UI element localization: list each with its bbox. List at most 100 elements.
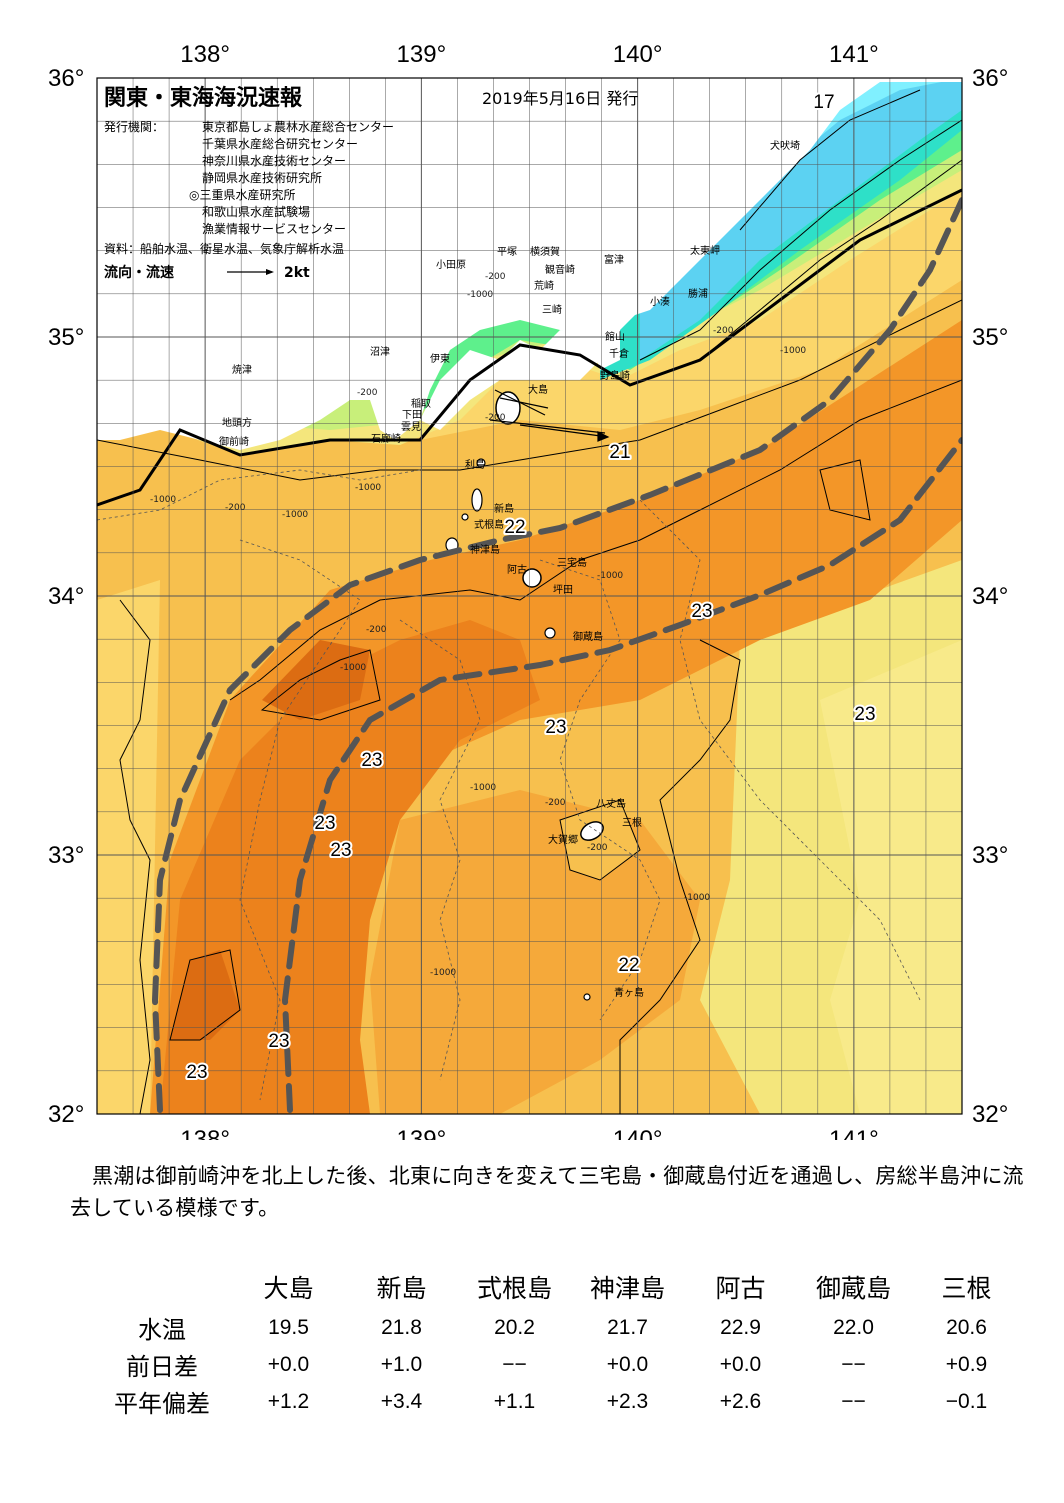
- place-label: 大島: [528, 383, 548, 396]
- lon-label: 138°: [180, 1126, 230, 1140]
- table-cell: +1.2: [267, 1389, 310, 1413]
- depth-label: -1000: [684, 893, 710, 903]
- table-cell: −−: [841, 1352, 866, 1376]
- lon-label: 140°: [613, 41, 663, 68]
- col-header: 御蔵島: [815, 1274, 891, 1303]
- island-niijima: [471, 488, 483, 512]
- island-mikurajima: [544, 627, 556, 639]
- depth-labels: -200 -1000 -200 -1000 -200 -200 -1000 -200 -1000…: [150, 272, 806, 978]
- depth-label: -200: [485, 272, 506, 282]
- table-cell: +2.6: [719, 1389, 762, 1413]
- place-label: 青ヶ島: [614, 986, 644, 999]
- place-label: 三崎: [542, 303, 562, 316]
- land-miura: [555, 160, 605, 270]
- lat-label: 36°: [48, 65, 84, 92]
- row-label: 前日差: [126, 1353, 198, 1381]
- temperature-labels: 17 21 22 23 23 23 23 23 23 22 23 23: [184, 90, 877, 1085]
- depth-label: -200: [357, 388, 378, 398]
- place-label: 伊東: [430, 352, 450, 365]
- table-cell: −0.1: [945, 1389, 988, 1413]
- lat-label: 32°: [972, 1101, 1008, 1128]
- current-arrows: [489, 389, 610, 442]
- place-label: 勝浦: [688, 287, 708, 300]
- lat-label: 34°: [972, 583, 1008, 610]
- place-label: 野島崎: [600, 369, 630, 382]
- depth-contour-3: [399, 619, 481, 1081]
- table-row: 前日差 +0.0 +1.0 −− +0.0 +0.0 −− +0.9: [92, 1346, 1023, 1383]
- issuer-3: 神奈川県水産技術センター: [202, 153, 346, 168]
- temperature-label: 21: [609, 442, 630, 463]
- temperature-label: 23: [186, 1062, 207, 1083]
- place-label: 御前崎: [219, 435, 249, 448]
- kuroshio-axis-inner: [281, 437, 962, 1113]
- isotherm-23-south: [169, 949, 241, 1041]
- isotherm-23-east: [819, 459, 871, 521]
- place-label: 三根: [622, 816, 642, 829]
- table-cell: +1.0: [380, 1352, 423, 1376]
- lat-label: 33°: [48, 842, 84, 869]
- place-label: 観音崎: [545, 263, 575, 276]
- water-band-21: [97, 580, 160, 1114]
- col-header: 阿古: [715, 1274, 766, 1303]
- depth-label: -1000: [467, 290, 493, 300]
- place-label: 小田原: [436, 259, 466, 271]
- current-arrowhead: [597, 431, 610, 442]
- place-label: 犬吠埼: [770, 139, 800, 152]
- table-cell: 19.5: [268, 1315, 309, 1339]
- depth-contour-2: [239, 539, 361, 1101]
- depth-label: -1000: [430, 968, 456, 978]
- water-band-20c: [820, 640, 962, 1114]
- temperature-label: 23: [691, 601, 712, 622]
- current-arrow-2: [499, 397, 549, 409]
- table-cell: +0.0: [606, 1352, 649, 1376]
- place-label: 館山: [605, 330, 625, 343]
- lat-label: 35°: [972, 324, 1008, 351]
- depth-label: -1000: [340, 663, 366, 673]
- temperature-label: 23: [330, 840, 351, 861]
- place-label: 焼津: [232, 364, 252, 376]
- place-label: 地頭方: [222, 416, 252, 429]
- place-label: 雲見: [401, 421, 421, 433]
- col-header: 式根島: [476, 1274, 552, 1303]
- table-header-row: 大島 新島 式根島 神津島 阿古 御蔵島 三根: [92, 1265, 1023, 1309]
- issuer-2: 千葉県水産総合研究センター: [202, 136, 358, 151]
- depth-label: -200: [225, 503, 246, 513]
- summary-text: 黒潮は御前崎沖を北上した後、北東に向きを変えて三宅島・御蔵島付近を通過し、房総半…: [70, 1164, 1024, 1220]
- isotherm-19: [699, 159, 962, 361]
- map-header: 関東・東海海況速報 2019年5月16日 発行 発行機関： 東京都島しょ農林水産…: [104, 85, 638, 281]
- col-header: 新島: [376, 1274, 427, 1303]
- current-legend-arrowhead: [266, 269, 274, 275]
- depth-label: -1000: [150, 495, 176, 505]
- isotherm-21-hachijo: [559, 799, 641, 881]
- island-aogashima: [583, 993, 591, 1001]
- place-label: 八丈島: [596, 797, 626, 810]
- depth-label: -1000: [355, 483, 381, 493]
- issuer-7: 漁業情報サービスセンター: [202, 222, 346, 236]
- place-label: 坪田: [553, 583, 573, 596]
- depth-label: -200: [366, 625, 387, 635]
- temperature-label: 17: [813, 92, 834, 113]
- temperature-label: 23: [854, 704, 875, 725]
- table-cell: −−: [502, 1352, 527, 1376]
- issuer-5: ◎三重県水産研究所: [189, 187, 295, 202]
- isotherm-21-west: [119, 599, 151, 1114]
- lon-label: 139°: [397, 41, 447, 68]
- place-label: 御蔵島: [573, 630, 603, 643]
- table-cell: 20.6: [946, 1315, 987, 1339]
- issuer-4: 静岡県水産技術研究所: [202, 170, 322, 185]
- table-cell: +0.0: [267, 1352, 310, 1376]
- place-label: 平塚: [497, 246, 517, 258]
- place-label: 利島: [465, 458, 485, 471]
- current-arrow-3: [489, 419, 606, 434]
- water-band-23: [160, 620, 540, 1114]
- water-band-23b-north: [262, 640, 370, 720]
- depth-label: -200: [545, 798, 566, 808]
- isotherm-17: [739, 89, 921, 231]
- place-label: 沼津: [370, 345, 390, 358]
- temperature-label: 22: [618, 955, 639, 976]
- temperature-label: 23: [361, 750, 382, 771]
- isotherm-18: [639, 119, 962, 361]
- table-row: 水温 19.5 21.8 20.2 21.7 22.9 22.0 20.6: [92, 1309, 1023, 1346]
- grid-lines: [97, 78, 962, 1114]
